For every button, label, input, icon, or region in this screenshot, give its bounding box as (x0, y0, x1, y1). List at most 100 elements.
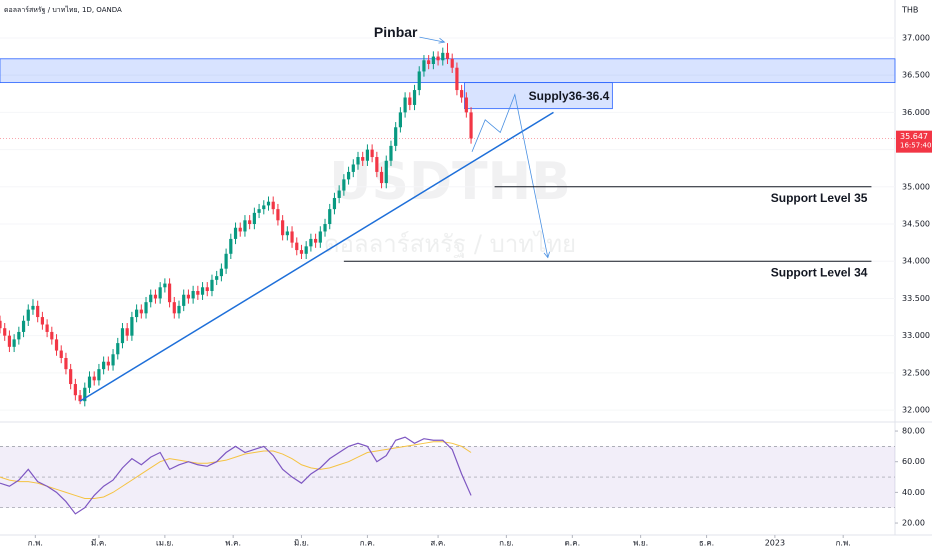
candle-body (427, 60, 431, 65)
candle-body (328, 209, 332, 225)
candle-body (73, 384, 77, 396)
rsi-tick-label: 80.00 (902, 427, 925, 436)
candle-body (332, 197, 337, 210)
candle-body (351, 164, 355, 172)
candle-body (36, 305, 40, 318)
candle-body (379, 171, 384, 184)
supply-zone (464, 82, 613, 110)
candle-body (464, 97, 468, 113)
candle-body (215, 276, 219, 280)
rsi-tick-label: 60.00 (902, 457, 925, 466)
candle-body (167, 283, 172, 303)
candle-body (323, 224, 327, 232)
candle-body (186, 294, 191, 299)
x-tick-label: เม.ย. (156, 539, 174, 548)
candle-body (0, 320, 2, 329)
x-tick-label: ก.พ. (836, 539, 851, 548)
last-price-box (896, 130, 932, 153)
candle-body (69, 369, 73, 385)
pinbar-label: Pinbar (374, 24, 418, 40)
candle-body (177, 305, 181, 314)
countdown-label: 16:57:40 (900, 142, 931, 150)
candle-body (31, 305, 35, 310)
candle-body (431, 56, 435, 65)
candle-body (149, 294, 153, 303)
candle-body (314, 238, 318, 243)
candle-body (64, 357, 68, 370)
x-tick-label: พ.ย. (633, 539, 648, 548)
y-tick-label: 33.000 (902, 331, 930, 340)
candle-body (158, 287, 162, 299)
candle-body (403, 97, 407, 113)
candle-body (276, 209, 280, 221)
candle-body (97, 369, 101, 381)
pinbar-arrowhead (438, 37, 446, 44)
candle-body (356, 157, 360, 165)
candle-body (200, 287, 205, 295)
candle-body (375, 157, 379, 172)
candle-body (398, 112, 402, 128)
candle-body (460, 90, 464, 98)
candle-body (50, 331, 54, 340)
candle-body (21, 320, 26, 332)
y-tick-label: 34.500 (902, 220, 930, 229)
candle-body (59, 350, 63, 358)
candle-body (163, 283, 167, 288)
y-tick-label: 34.000 (902, 257, 930, 266)
x-tick-label: ส.ค. (430, 539, 445, 548)
x-tick-label: ต.ค. (565, 539, 581, 548)
candle-body (361, 157, 365, 161)
candle-body (266, 201, 271, 206)
candle-body (248, 220, 252, 225)
rsi-tick-label: 20.00 (902, 519, 925, 528)
y-tick-label: 36.000 (902, 108, 930, 117)
candle-body (441, 52, 445, 61)
candle-body (252, 212, 256, 225)
candle-body (384, 160, 388, 184)
candle-body (205, 287, 209, 292)
candle-body (233, 227, 238, 239)
rsi-line (0, 436, 472, 515)
candle-body (139, 309, 143, 314)
candle-body (153, 294, 158, 299)
candle-body (196, 291, 200, 295)
candle-body (295, 242, 299, 251)
rsi-ma-line (0, 441, 472, 500)
candle-body (455, 67, 459, 91)
candle-body (7, 335, 12, 347)
x-tick-label: พ.ค. (225, 539, 241, 548)
candle-body (309, 238, 313, 247)
candle-body (436, 56, 440, 61)
rsi-tick-label: 40.00 (902, 488, 925, 497)
support-label: Support Level 34 (771, 265, 868, 279)
x-tick-label: ก.พ. (28, 539, 43, 548)
y-tick-label: 37.000 (902, 33, 930, 42)
candle-body (210, 279, 214, 292)
y-tick-label: 32.500 (902, 368, 930, 377)
candle-body (262, 205, 266, 210)
candle-body (389, 145, 393, 161)
projection-arrowhead (543, 251, 550, 259)
symbol-header: ดอลลาร์สหรัฐ / บาทไทย, 1D, OANDA (4, 5, 122, 14)
candle-body (281, 220, 285, 236)
candle-body (238, 227, 242, 232)
watermark: USDTHB (329, 152, 570, 212)
candle-body (78, 395, 82, 402)
candle-body (422, 60, 426, 72)
candle-body (450, 58, 454, 68)
candle-body (135, 309, 139, 318)
candle-body (304, 246, 308, 254)
candle-body (17, 331, 21, 340)
candle-body (290, 231, 294, 243)
candle-body (271, 201, 275, 210)
candle-body (224, 253, 228, 269)
x-tick-label: มี.ค. (91, 539, 107, 548)
y-tick-label: 32.000 (902, 406, 930, 415)
candle-body (83, 387, 87, 402)
candle-body (12, 339, 16, 347)
supply-label: Supply36-36.4 (529, 89, 610, 103)
y-tick-label: 35.000 (902, 182, 930, 191)
candle-body (285, 231, 289, 236)
